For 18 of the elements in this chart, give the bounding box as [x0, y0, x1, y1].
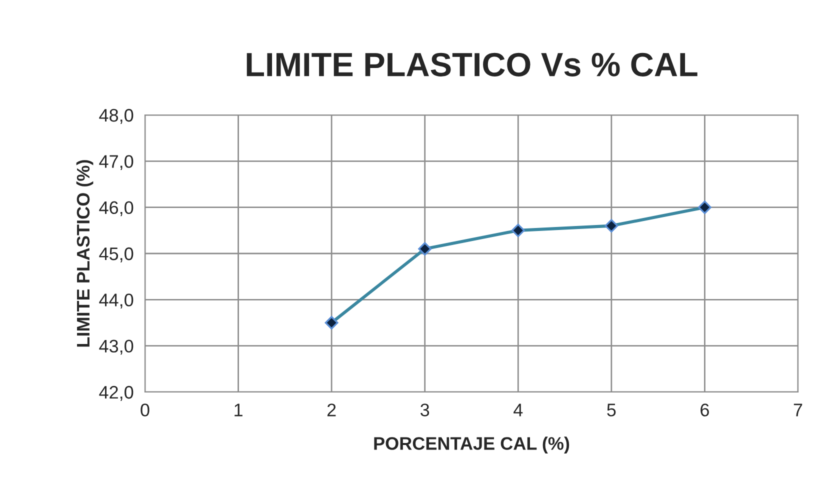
y-tick-label: 48,0	[99, 108, 134, 124]
y-tick-label: 47,0	[99, 155, 134, 170]
x-tick-label: 7	[794, 404, 802, 416]
y-tick-label: 43,0	[99, 340, 134, 355]
x-tick-label: 6	[700, 404, 709, 416]
y-tick-label: 45,0	[99, 247, 134, 262]
x-tick-label: 3	[420, 404, 430, 416]
x-axis-title: PORCENTAJE CAL (%)	[374, 436, 570, 454]
x-tick-label: 0	[140, 404, 150, 416]
x-tick-label: 4	[514, 404, 523, 416]
x-tick-label: 5	[607, 404, 616, 416]
y-tick-label: 46,0	[99, 201, 134, 216]
y-axis-title: LIMITE PLASTICO (%)	[76, 160, 94, 347]
y-tick-label: 44,0	[99, 294, 134, 309]
chart-title: LIMITE PLASTICO Vs % CAL	[246, 52, 698, 76]
x-tick-label: 2	[327, 404, 336, 416]
x-tick-label: 1	[234, 404, 242, 416]
y-tick-label: 42,0	[99, 386, 134, 401]
